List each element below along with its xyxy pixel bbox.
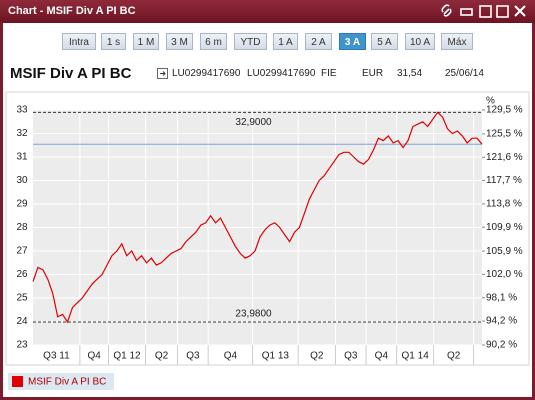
y-tick-label: 32: [16, 128, 28, 139]
close-icon[interactable]: [514, 5, 526, 17]
period-button[interactable]: 1 M: [133, 33, 159, 50]
y-tick-label: 26: [16, 269, 28, 280]
period-button[interactable]: YTD: [234, 33, 267, 50]
y-tick-label: 30: [16, 175, 28, 186]
price: 31,54: [397, 68, 423, 79]
y2-axis-label: %: [486, 96, 495, 107]
legend-label: MSIF Div A PI BC: [28, 377, 106, 388]
y-tick-label: 29: [16, 199, 28, 210]
link-icon[interactable]: [441, 4, 452, 17]
currency: EUR: [362, 68, 384, 79]
y-tick-label: 31: [16, 152, 28, 163]
y-tick-label: 23: [16, 340, 28, 351]
y2-tick-label: 94,2 %: [486, 316, 517, 327]
print-icon[interactable]: [460, 8, 473, 16]
legend-box: [8, 373, 114, 390]
y2-tick-label: 125,5 %: [486, 129, 523, 140]
x-tick-label: Q4: [224, 351, 238, 362]
y2-tick-label: 105,9 %: [486, 246, 523, 257]
period-button[interactable]: 1 A: [273, 33, 298, 50]
period-button[interactable]: 5 A: [371, 33, 398, 50]
period-button[interactable]: Intra: [62, 33, 96, 50]
x-tick-label: Q1 14: [402, 351, 430, 362]
y2-tick-label: 98,1 %: [486, 292, 517, 303]
extreme-label: 23,9800: [235, 309, 272, 320]
x-tick-label: Q4: [375, 351, 389, 362]
y2-tick-label: 129,5 %: [486, 105, 523, 116]
export-icon[interactable]: [157, 68, 169, 80]
period-button[interactable]: 6 m: [200, 33, 227, 50]
y-tick-label: 33: [16, 105, 28, 116]
x-tick-label: Q2: [155, 351, 169, 362]
x-tick-label: Q1 13: [262, 351, 290, 362]
y-tick-label: 28: [16, 222, 28, 233]
period-button[interactable]: 1 s: [101, 33, 126, 50]
x-tick-label: Q3: [186, 351, 200, 362]
restore-icon[interactable]: [479, 5, 492, 18]
x-tick-label: Q2: [447, 351, 461, 362]
y-tick-label: 25: [16, 293, 28, 304]
code: LU0299417690: [247, 68, 316, 79]
maximize-icon[interactable]: [496, 5, 509, 18]
x-tick-label: Q4: [88, 351, 102, 362]
period-button[interactable]: 3 A: [339, 33, 366, 50]
period-button[interactable]: 2 A: [305, 33, 332, 50]
kind: FIE: [321, 68, 337, 79]
period-button[interactable]: 3 M: [166, 33, 193, 50]
isin: LU0299417690: [172, 68, 241, 79]
y-tick-label: 27: [16, 246, 28, 257]
y2-tick-label: 113,8 %: [486, 199, 522, 210]
period-button[interactable]: 10 A: [405, 33, 435, 50]
y2-tick-label: 117,7 %: [486, 175, 522, 186]
price-line: [32, 111, 483, 324]
y2-tick-label: 102,0 %: [486, 269, 523, 280]
x-tick-label: Q2: [310, 351, 324, 362]
x-tick-label: Q3: [344, 351, 358, 362]
y-tick-label: 24: [16, 316, 28, 327]
window-controls: [441, 4, 526, 18]
x-tick-label: Q1 12: [113, 351, 141, 362]
y2-tick-label: 121,6 %: [486, 152, 523, 163]
y2-tick-label: 90,2 %: [486, 340, 517, 351]
fund-name: MSIF Div A PI BC: [10, 65, 132, 82]
window-title: Chart - MSIF Div A PI BC: [8, 5, 136, 17]
x-tick-label: Q3 11: [43, 351, 70, 362]
extreme-label: 32,9000: [235, 117, 272, 128]
period-button[interactable]: Máx: [441, 33, 473, 50]
title-bar: Chart - MSIF Div A PI BC: [0, 0, 535, 23]
legend-swatch: [12, 376, 23, 387]
date: 25/06/14: [445, 68, 484, 79]
y2-tick-label: 109,9 %: [486, 222, 523, 233]
